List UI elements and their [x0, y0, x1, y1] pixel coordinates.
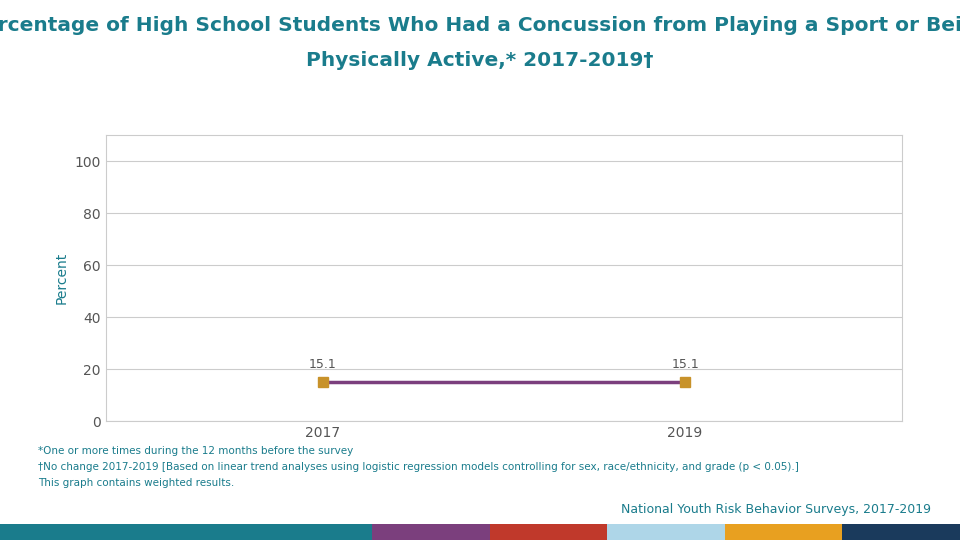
Y-axis label: Percent: Percent — [55, 252, 69, 304]
Text: †No change 2017-2019 [Based on linear trend analyses using logistic regression m: †No change 2017-2019 [Based on linear tr… — [38, 462, 800, 472]
Text: *One or more times during the 12 months before the survey: *One or more times during the 12 months … — [38, 446, 353, 456]
Text: National Youth Risk Behavior Surveys, 2017-2019: National Youth Risk Behavior Surveys, 20… — [621, 503, 931, 516]
Text: 15.1: 15.1 — [309, 358, 337, 371]
Text: Physically Active,* 2017-2019†: Physically Active,* 2017-2019† — [306, 51, 654, 70]
Text: Percentage of High School Students Who Had a Concussion from Playing a Sport or : Percentage of High School Students Who H… — [0, 16, 960, 35]
Text: This graph contains weighted results.: This graph contains weighted results. — [38, 478, 234, 488]
Text: 15.1: 15.1 — [671, 358, 699, 371]
